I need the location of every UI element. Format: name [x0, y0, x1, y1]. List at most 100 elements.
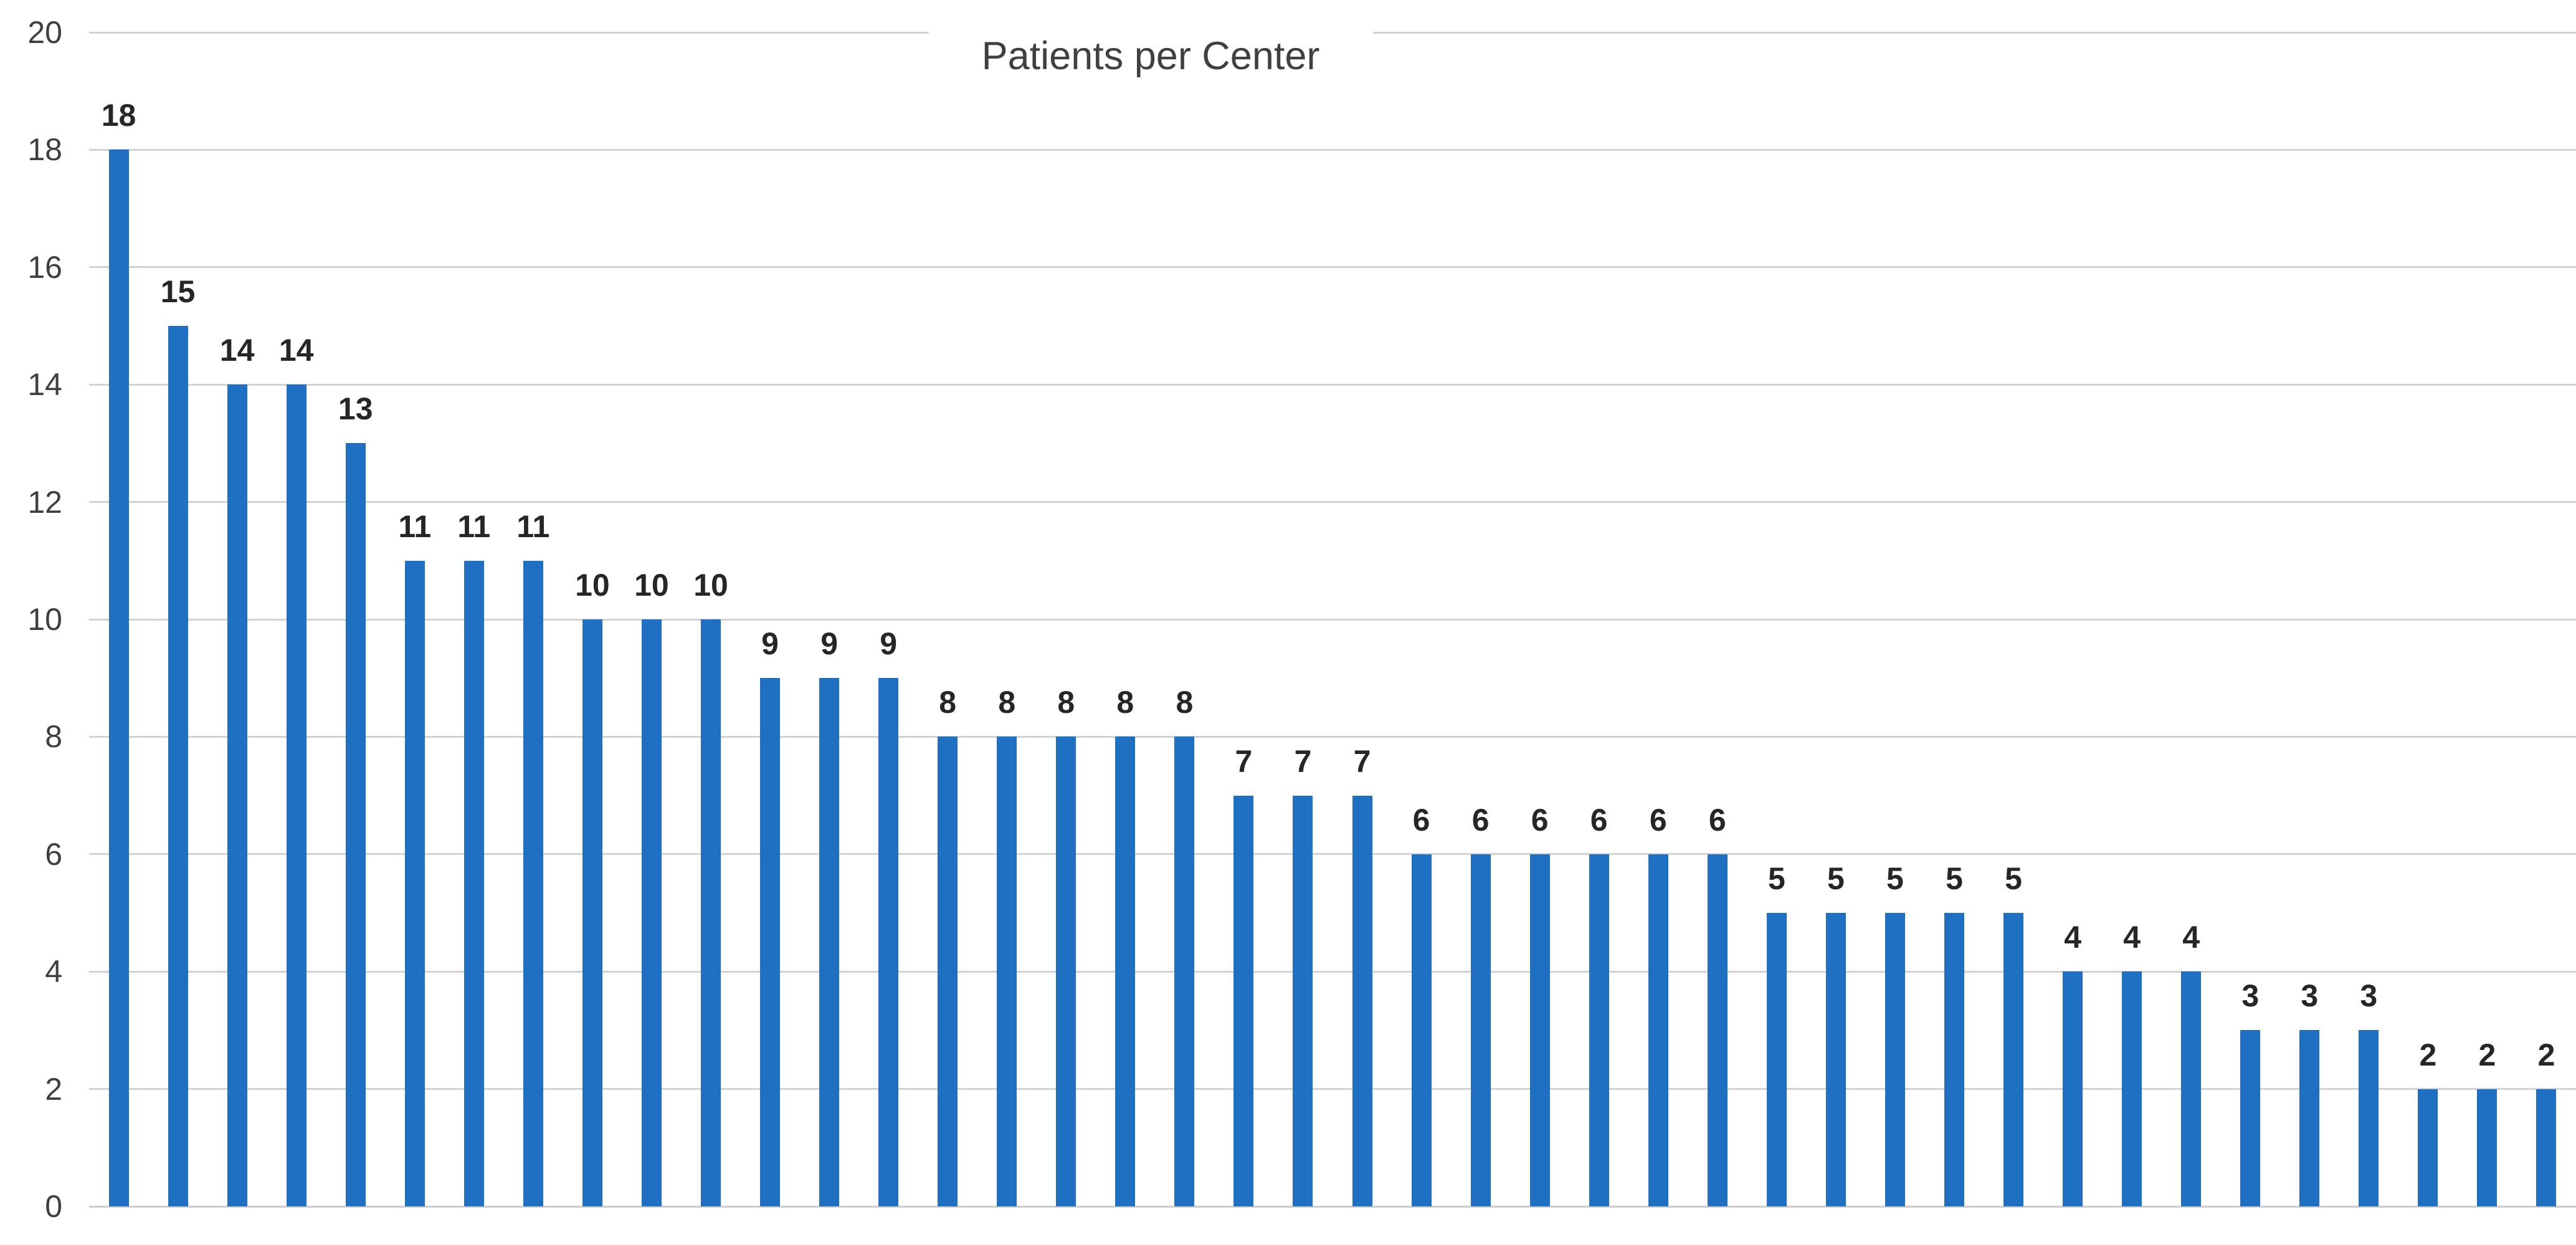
- bar: [582, 619, 602, 1206]
- bar: [997, 737, 1017, 1206]
- bar: [2418, 1089, 2438, 1206]
- gridline: [89, 266, 2576, 269]
- bar: [1056, 737, 1077, 1206]
- bar: [2536, 1089, 2557, 1206]
- bar: [108, 150, 129, 1206]
- bar-value-label: 2: [2478, 1037, 2496, 1072]
- bar-value-label: 11: [457, 508, 491, 544]
- bar: [701, 619, 721, 1206]
- bar-value-label: 6: [1412, 802, 1430, 837]
- bar-value-label: 5: [1886, 861, 1904, 896]
- bar: [1411, 854, 1432, 1206]
- bar: [641, 619, 662, 1206]
- bar-value-label: 6: [1531, 802, 1549, 837]
- gridline: [89, 970, 2576, 973]
- bar: [2240, 1030, 2261, 1206]
- bar: [2122, 971, 2142, 1206]
- bar-value-label: 8: [1176, 685, 1194, 720]
- chart-title: Patients per Center: [928, 15, 1373, 97]
- bar: [938, 737, 958, 1206]
- bar: [760, 678, 781, 1206]
- bar: [2063, 971, 2083, 1206]
- bar-value-label: 4: [2064, 920, 2081, 955]
- bar: [1884, 913, 1905, 1206]
- bar: [463, 560, 484, 1206]
- bar: [1352, 795, 1372, 1206]
- gridline: [89, 1088, 2576, 1090]
- y-tick-label: 18: [27, 132, 62, 168]
- bar-value-label: 7: [1294, 743, 1312, 779]
- bar: [878, 678, 899, 1206]
- bar: [1174, 737, 1195, 1206]
- bar-value-label: 9: [761, 626, 779, 662]
- bar-value-label: 7: [1235, 743, 1253, 779]
- bar-value-label: 15: [160, 274, 196, 309]
- y-tick-label: 6: [45, 836, 62, 872]
- gridline: [89, 148, 2576, 151]
- bar-value-label: 8: [998, 685, 1016, 720]
- bar: [1707, 854, 1728, 1206]
- bar: [168, 326, 188, 1206]
- gridline: [89, 735, 2576, 738]
- bar: [2299, 1030, 2320, 1206]
- bar: [1233, 795, 1254, 1206]
- bar-value-label: 11: [516, 508, 550, 544]
- bar: [1470, 854, 1491, 1206]
- bar: [1648, 854, 1668, 1206]
- bar-value-label: 5: [1827, 861, 1845, 896]
- bar-value-label: 14: [219, 333, 255, 368]
- bar: [1766, 913, 1787, 1206]
- bar-value-label: 6: [1649, 802, 1667, 837]
- y-tick-label: 2: [45, 1071, 62, 1107]
- bar-value-label: 6: [1471, 802, 1490, 837]
- bar-value-label: 6: [1708, 802, 1726, 837]
- gridline: [89, 618, 2576, 621]
- y-tick-label: 14: [27, 367, 62, 403]
- y-tick-label: 8: [45, 719, 62, 755]
- bar: [2003, 913, 2024, 1206]
- bar-value-label: 5: [1767, 861, 1785, 896]
- bar: [1293, 795, 1313, 1206]
- bar-value-label: 5: [2005, 861, 2022, 896]
- y-tick-label: 10: [27, 602, 62, 637]
- bar-value-label: 10: [634, 568, 669, 603]
- bar-value-label: 3: [2360, 978, 2378, 1014]
- bar: [404, 560, 425, 1206]
- bar: [227, 384, 247, 1206]
- bar-value-label: 10: [693, 568, 728, 603]
- y-tick-label: 12: [27, 484, 62, 520]
- y-tick-label: 4: [45, 954, 62, 990]
- bar-value-label: 3: [2301, 978, 2319, 1014]
- bar: [2359, 1030, 2379, 1206]
- bar: [819, 678, 840, 1206]
- bar-value-label: 9: [820, 626, 838, 662]
- bar: [1589, 854, 1609, 1206]
- bar-value-label: 7: [1353, 743, 1371, 779]
- bar-value-label: 5: [1946, 861, 1963, 896]
- bar-value-label: 13: [338, 391, 373, 427]
- gridline: [89, 1205, 2576, 1208]
- bar: [1115, 737, 1136, 1206]
- bar: [2181, 971, 2202, 1206]
- bar-value-label: 4: [2182, 920, 2200, 955]
- bar: [345, 443, 366, 1206]
- bar-value-label: 8: [1116, 685, 1134, 720]
- bar-value-label: 6: [1590, 802, 1608, 837]
- bar-value-label: 14: [278, 333, 314, 368]
- bar: [1529, 854, 1550, 1206]
- y-tick-label: 16: [27, 249, 62, 285]
- bar-value-label: 4: [2123, 920, 2141, 955]
- bar-value-label: 18: [101, 98, 136, 133]
- bar-value-label: 8: [1057, 685, 1075, 720]
- y-tick-label: 0: [45, 1189, 62, 1224]
- bar: [286, 384, 307, 1206]
- gridline: [89, 501, 2576, 503]
- bar-value-label: 3: [2241, 978, 2260, 1014]
- gridline: [89, 383, 2576, 386]
- gridline: [89, 853, 2576, 856]
- bar-value-label: 8: [939, 685, 957, 720]
- y-tick-label: 20: [27, 15, 62, 50]
- bar: [1825, 913, 1846, 1206]
- bar-value-label: 2: [2419, 1037, 2437, 1072]
